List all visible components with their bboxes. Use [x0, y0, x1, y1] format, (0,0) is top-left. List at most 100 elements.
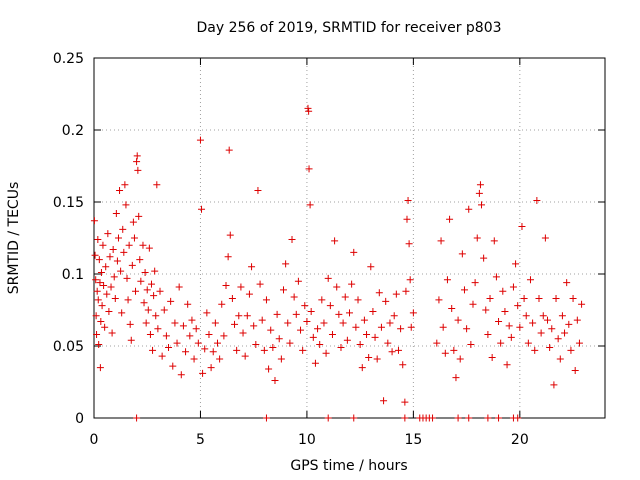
data-point	[316, 341, 324, 349]
data-point	[192, 325, 200, 333]
data-point	[190, 355, 198, 363]
data-point	[305, 107, 313, 115]
data-point	[260, 346, 268, 354]
data-point	[403, 215, 411, 223]
data-point	[492, 273, 500, 281]
data-point	[167, 297, 175, 305]
data-point	[143, 286, 151, 294]
data-point	[199, 369, 207, 377]
data-point	[147, 280, 155, 288]
data-point	[201, 345, 209, 353]
data-point	[294, 277, 302, 285]
data-point	[352, 323, 360, 331]
data-point	[241, 352, 249, 360]
data-point	[526, 276, 534, 284]
data-point	[218, 300, 226, 308]
data-point	[467, 341, 475, 349]
data-point	[569, 294, 577, 302]
data-point	[92, 312, 100, 320]
data-point	[392, 290, 400, 298]
data-point	[341, 293, 349, 301]
data-point	[109, 246, 117, 254]
data-point	[326, 302, 334, 310]
data-point	[386, 319, 394, 327]
data-point	[575, 339, 583, 347]
data-point	[186, 332, 194, 340]
data-point	[561, 329, 569, 337]
data-point	[139, 241, 147, 249]
data-point	[133, 158, 141, 166]
y-axis-label: SRMTID / TECUs	[6, 182, 22, 295]
data-point	[205, 330, 213, 338]
data-point	[162, 332, 170, 340]
data-point	[512, 260, 520, 268]
data-point	[297, 326, 305, 334]
data-point	[98, 302, 106, 310]
data-point	[456, 355, 464, 363]
data-point	[571, 366, 579, 374]
data-point	[124, 296, 132, 304]
data-point	[231, 320, 239, 328]
data-point	[567, 346, 575, 354]
x-tick-label: 15	[404, 432, 422, 448]
data-point	[524, 339, 532, 347]
data-point	[153, 181, 161, 189]
data-point	[309, 333, 317, 341]
data-point	[306, 201, 314, 209]
data-point	[256, 280, 264, 288]
data-point-zero	[429, 414, 437, 422]
data-point	[103, 290, 111, 298]
data-point	[304, 104, 312, 112]
data-point	[446, 215, 454, 223]
data-point	[216, 355, 224, 363]
data-point	[314, 325, 322, 333]
data-point	[132, 287, 140, 295]
data-point	[558, 312, 566, 320]
data-point	[448, 305, 456, 313]
data-point	[111, 294, 119, 302]
data-point	[337, 343, 345, 351]
data-point	[275, 335, 283, 343]
data-point	[441, 349, 449, 357]
data-point	[503, 361, 511, 369]
y-tick-label: 0.25	[53, 51, 84, 67]
data-point	[158, 352, 166, 360]
data-point	[482, 306, 490, 314]
data-point	[324, 274, 332, 282]
data-point	[279, 286, 287, 294]
data-point	[346, 309, 353, 317]
grid-lines	[94, 58, 605, 418]
data-point	[122, 201, 130, 209]
data-point	[335, 310, 343, 318]
data-point	[301, 302, 309, 310]
data-point-zero	[262, 414, 270, 422]
data-point	[405, 240, 413, 248]
data-point	[125, 241, 133, 249]
data-point	[120, 248, 128, 256]
data-point	[123, 274, 131, 282]
x-tick-label: 10	[298, 432, 316, 448]
data-point	[233, 346, 241, 354]
data-point	[520, 294, 528, 302]
data-point	[133, 152, 141, 160]
data-point	[458, 250, 466, 258]
data-point	[343, 336, 351, 344]
y-tick-label: 0.1	[62, 267, 84, 283]
data-point	[140, 299, 148, 307]
data-point	[130, 234, 138, 242]
data-point	[478, 201, 486, 209]
data-point	[224, 253, 232, 261]
data-point	[228, 294, 236, 302]
data-point	[100, 282, 108, 290]
plot-frame	[93, 57, 606, 419]
data-point	[373, 355, 381, 363]
data-point	[110, 273, 118, 281]
data-point	[437, 237, 445, 245]
data-point	[380, 397, 388, 405]
data-point	[250, 322, 258, 330]
data-point	[152, 312, 160, 320]
data-point	[490, 237, 498, 245]
y-tick-label: 0	[75, 411, 84, 427]
data-point	[112, 210, 120, 218]
y-tick-label: 0.05	[53, 339, 84, 355]
